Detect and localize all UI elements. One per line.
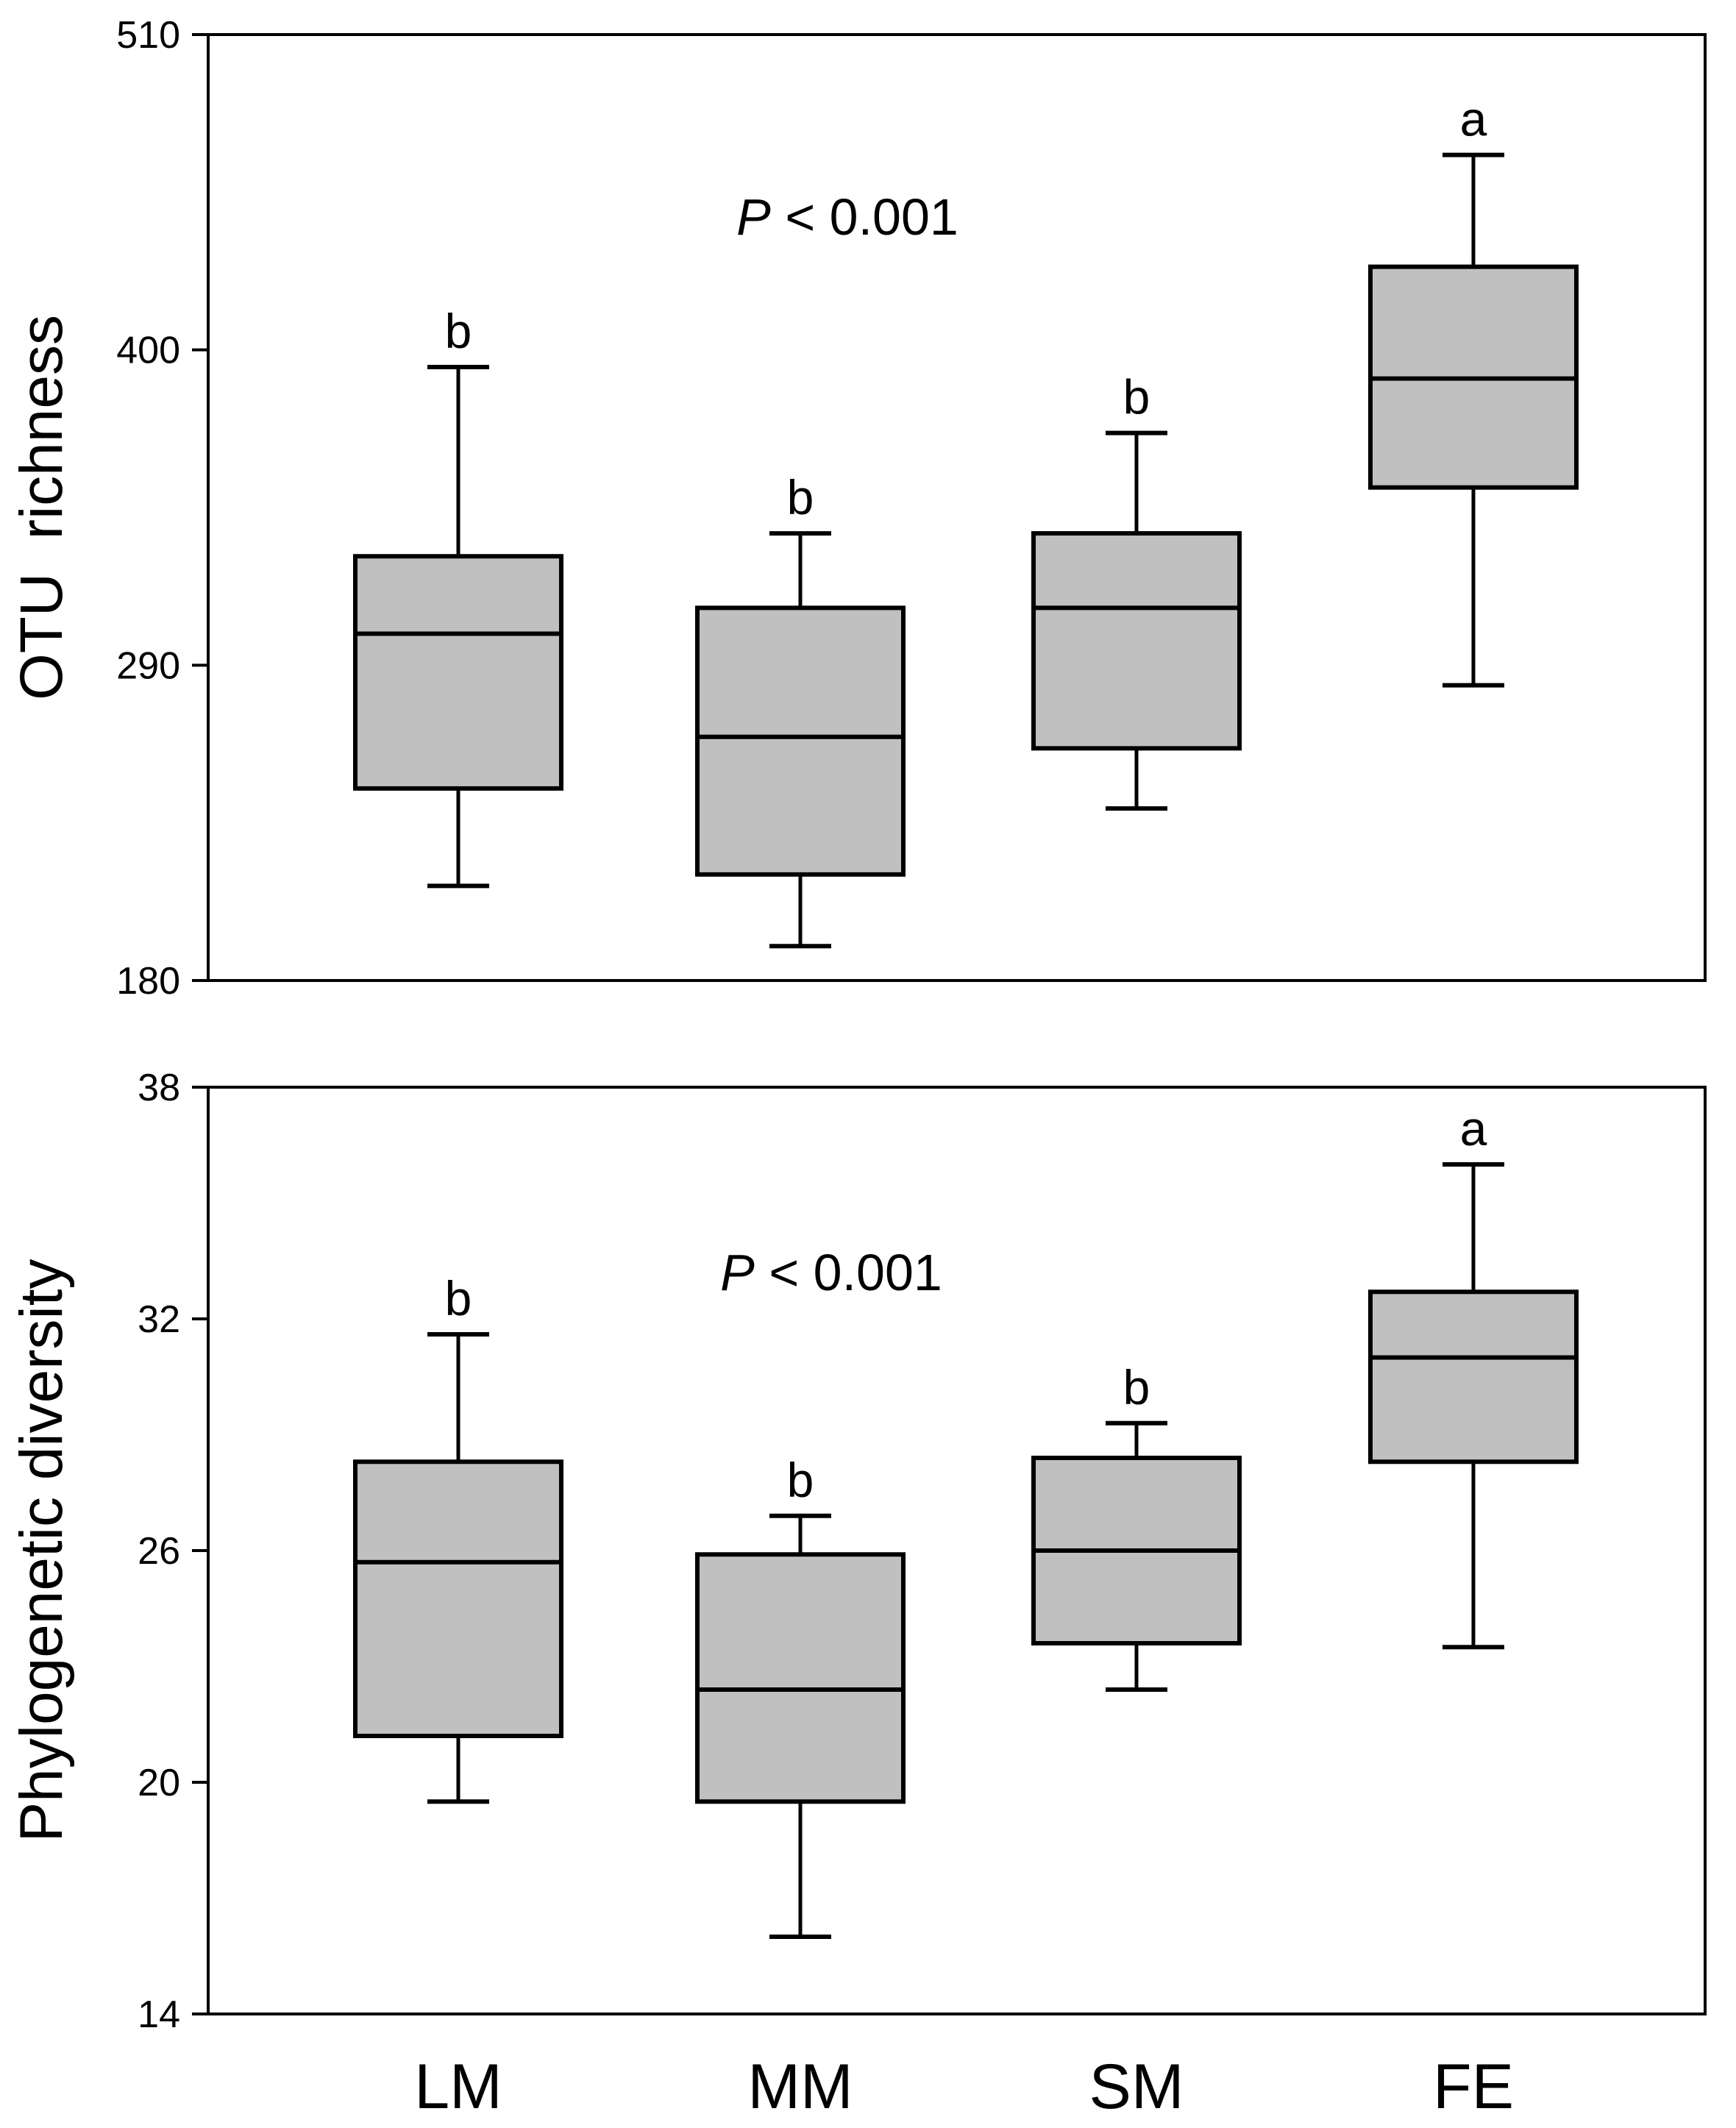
pd-box-sm: b <box>1031 1360 1242 1692</box>
otu-significance-letter: b <box>787 470 814 524</box>
x-category-label-sm: SM <box>1089 2052 1184 2122</box>
otu-p-value: P < 0.001 <box>736 188 958 246</box>
pd-iqr-box <box>1368 1289 1579 1465</box>
otu-plot-frame <box>207 33 1707 982</box>
otu-significance-letter: b <box>445 304 472 358</box>
pd-p-value: P < 0.001 <box>720 1244 942 1301</box>
pd-iqr-box <box>353 1459 563 1738</box>
otu-y-tick-label: 400 <box>116 330 180 372</box>
otu-y-tick-label: 290 <box>116 644 180 687</box>
pd-box-mm: b <box>695 1453 906 1939</box>
otu-y-tick-label: 180 <box>116 960 180 1003</box>
otu-richness-panel: 180 290 400 510 OTU richness P < 0.001 b b b a <box>8 14 1707 1003</box>
otu-iqr-box <box>1031 531 1242 751</box>
otu-box-fe: a <box>1368 92 1579 688</box>
pd-significance-letter: b <box>1123 1360 1150 1414</box>
pd-significance-letter: b <box>787 1453 814 1507</box>
pd-y-tick-label: 26 <box>138 1530 180 1573</box>
otu-y-axis-title: OTU richness <box>8 315 75 700</box>
otu-box-mm: b <box>695 470 906 949</box>
otu-significance-letter: a <box>1460 92 1487 146</box>
otu-box-sm: b <box>1031 370 1242 811</box>
otu-box-lm: b <box>353 304 563 889</box>
otu-iqr-box <box>353 554 563 791</box>
x-category-label-fe: FE <box>1433 2052 1514 2122</box>
phylogenetic-diversity-panel: 14 20 26 32 38 Phylogenetic diversity P < 0.00… <box>8 1067 1707 2036</box>
pd-box-fe: a <box>1368 1101 1579 1650</box>
pd-y-tick-label: 20 <box>138 1762 180 1804</box>
x-axis-category-labels: LM MM SM FE <box>414 2052 1514 2122</box>
x-category-label-lm: LM <box>414 2052 502 2122</box>
otu-significance-letter: b <box>1123 370 1150 424</box>
otu-iqr-box <box>695 605 906 877</box>
pd-iqr-box <box>695 1552 906 1804</box>
pd-y-tick-label: 38 <box>138 1067 180 1109</box>
pd-significance-letter: a <box>1460 1101 1487 1156</box>
pd-significance-letter: b <box>445 1271 472 1325</box>
x-category-label-mm: MM <box>747 2052 853 2122</box>
pd-box-lm: b <box>353 1271 563 1804</box>
pd-y-axis-title: Phylogenetic diversity <box>8 1259 75 1842</box>
pd-y-tick-label: 14 <box>138 1993 180 2036</box>
otu-y-tick-label: 510 <box>116 14 180 57</box>
pd-y-tick-label: 32 <box>138 1298 180 1341</box>
